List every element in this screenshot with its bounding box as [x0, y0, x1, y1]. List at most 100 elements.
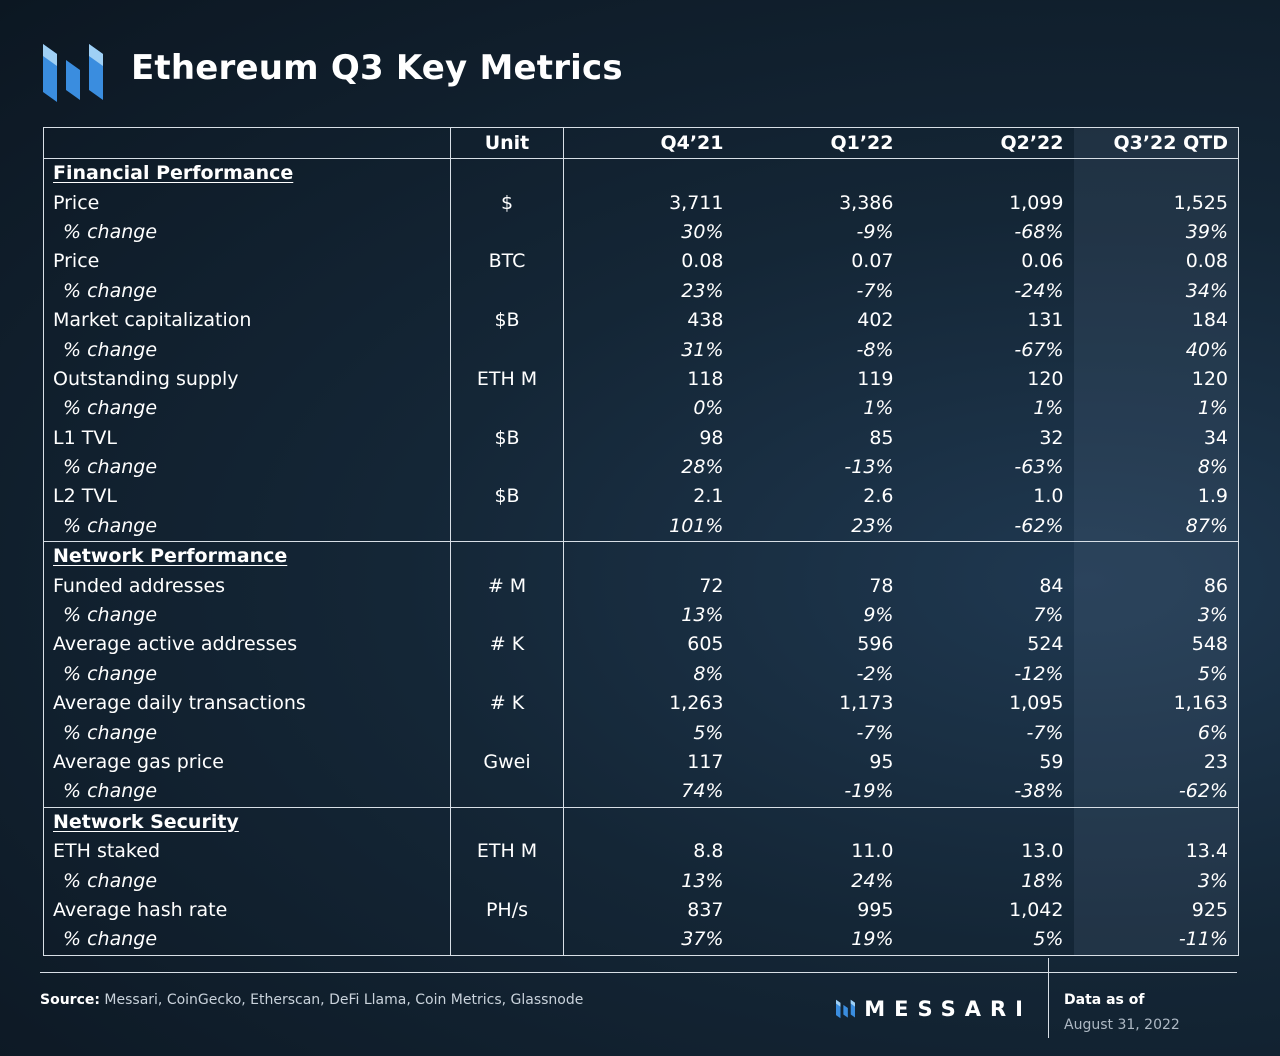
change-label: % change: [63, 220, 158, 243]
value-cell: [733, 541, 904, 572]
value-cell: 8.8: [693, 840, 724, 863]
value-cell: 28%: [681, 456, 724, 479]
metric-row: Funded addresses # M 72 78 84 86: [44, 571, 1239, 601]
value-cell: 548: [1073, 630, 1239, 660]
value-cell: -7%: [856, 721, 894, 744]
value-cell: 98: [699, 426, 724, 449]
data-as-of-date: August 31, 2022: [1064, 1017, 1180, 1033]
value-cell: 837: [687, 898, 724, 921]
value-cell: 23%: [851, 514, 894, 537]
change-label: % change: [63, 514, 158, 537]
value-cell: 605: [687, 633, 724, 656]
change-row: % change 28% -13% -63% 8%: [44, 452, 1239, 483]
metric-label: L1 TVL: [53, 426, 117, 449]
unit-cell: PH/s: [450, 895, 564, 926]
metric-row: Price $3,711 3,386 1,099 1,525: [44, 188, 1239, 218]
value-cell: -68%: [1014, 220, 1064, 243]
metric-label: ETH staked: [53, 840, 161, 863]
unit-cell: [450, 394, 564, 424]
unit-cell: $B: [450, 305, 564, 336]
value-cell: [903, 541, 1074, 572]
change-row: % change 13% 24% 18% 3%: [44, 866, 1239, 896]
value-cell: 11.0: [851, 840, 894, 863]
source-note: Source: Messari, CoinGecko, Etherscan, D…: [40, 992, 583, 1008]
change-row: % change 30% -9% -68% 39%: [44, 217, 1239, 248]
section-title-text: Financial Performance: [53, 162, 294, 185]
value-cell: -38%: [1014, 780, 1064, 803]
change-row: % change 37% 19% 5% -11%: [44, 925, 1239, 956]
brand-wordmark: MESSARI: [864, 997, 1032, 1021]
section-header-row: Network Performance: [43, 541, 1239, 572]
metric-label: Outstanding supply: [53, 367, 239, 390]
value-cell: 34%: [1073, 276, 1239, 306]
metric-row: Average gas price Gwei 117 95 59 23: [44, 747, 1239, 778]
unit-cell: [450, 866, 564, 896]
unit-cell: [450, 511, 564, 542]
value-cell: 72: [699, 574, 724, 597]
unit-cell: # K: [450, 630, 564, 660]
metric-row: Outstanding supply ETH M 118 119 120 120: [44, 364, 1239, 395]
value-cell: 95: [869, 751, 894, 773]
value-cell: 118: [687, 367, 724, 390]
value-cell: 24%: [851, 869, 894, 892]
value-cell: 3%: [1073, 866, 1239, 896]
value-cell: [903, 806, 1074, 837]
change-row: % change 5% -7% -7% 6%: [44, 718, 1239, 748]
change-label: % change: [63, 780, 158, 803]
change-label: % change: [63, 456, 158, 479]
value-cell: 6%: [1073, 718, 1239, 748]
value-cell: 5%: [693, 721, 724, 744]
metric-label: Funded addresses: [53, 574, 226, 597]
page-title: Ethereum Q3 Key Metrics: [131, 48, 623, 88]
value-cell: -67%: [1014, 338, 1064, 361]
value-cell: 995: [857, 898, 894, 921]
value-cell: 0.07: [851, 250, 894, 273]
value-cell: 34: [1073, 423, 1239, 453]
unit-cell: [450, 158, 564, 189]
value-cell: 184: [1073, 305, 1239, 336]
value-cell: 18%: [1021, 869, 1064, 892]
metric-label: Price: [53, 250, 100, 273]
value-cell: 59: [1039, 751, 1064, 773]
section-title: Financial Performance: [44, 159, 451, 189]
value-cell: -62%: [1073, 777, 1239, 808]
change-row: % change 8% -2% -12% 5%: [44, 659, 1239, 690]
value-cell: -12%: [1014, 662, 1064, 685]
unit-cell: ETH M: [450, 364, 564, 395]
header-q3-22-qtd: Q3’22 QTD: [1073, 127, 1239, 159]
change-row: % change 23% -7% -24% 34%: [44, 276, 1239, 306]
value-cell: 9%: [863, 604, 894, 627]
change-row: % change 101% 23% -62% 87%: [44, 511, 1239, 542]
unit-cell: # K: [450, 689, 564, 719]
table-body: Financial Performance Price $3,711 3,386 1,0…: [43, 158, 1239, 956]
value-cell: 19%: [851, 928, 894, 951]
value-cell: 2.6: [863, 485, 894, 508]
unit-cell: ETH M: [450, 836, 564, 867]
header-q1-22: Q1’22: [733, 127, 904, 159]
value-cell: [1073, 158, 1239, 189]
unit-cell: # M: [450, 571, 564, 601]
value-cell: 13%: [681, 869, 724, 892]
unit-cell: [450, 806, 564, 837]
value-cell: [1073, 541, 1239, 572]
metric-row: Average hash rate PH/s 837 995 1,042 925: [44, 895, 1239, 926]
footer-divider: [40, 972, 1237, 973]
value-cell: 1,163: [1073, 689, 1239, 719]
value-cell: -11%: [1073, 925, 1239, 956]
change-row: % change 31% -8% -67% 40%: [44, 335, 1239, 365]
value-cell: 2.1: [693, 485, 724, 508]
value-cell: [734, 159, 904, 189]
value-cell: -13%: [844, 456, 894, 479]
value-cell: -8%: [856, 338, 894, 361]
source-text: Messari, CoinGecko, Etherscan, DeFi Llam…: [99, 992, 584, 1008]
value-cell: [1073, 806, 1239, 837]
value-cell: 13.4: [1073, 836, 1239, 867]
header-unit: Unit: [450, 127, 564, 159]
metric-row: L2 TVL $B 2.1 2.6 1.0 1.9: [44, 482, 1239, 512]
value-cell: 1.9: [1073, 482, 1239, 512]
unit-cell: $B: [450, 423, 564, 453]
unit-cell: [450, 718, 564, 748]
value-cell: 1%: [1033, 397, 1064, 420]
value-cell: 1%: [863, 397, 894, 420]
table-header-row: Unit Q4’21 Q1’22 Q2’22 Q3’22 QTD: [43, 127, 1239, 159]
